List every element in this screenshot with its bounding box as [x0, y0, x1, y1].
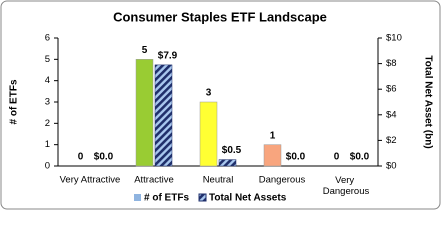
y-tick-label: 3	[45, 97, 50, 108]
bar	[135, 59, 154, 167]
y-tick-label: 5	[45, 54, 50, 65]
bar	[199, 101, 218, 167]
chart: Consumer Staples ETF Landscape # of ETFs…	[0, 0, 441, 210]
chart-title: Consumer Staples ETF Landscape	[113, 9, 327, 24]
x-tick-label: Attractive	[134, 175, 174, 186]
legend-swatch	[198, 193, 207, 202]
legend-swatch	[134, 194, 141, 201]
x-tick-label: Neutral	[203, 175, 234, 186]
value-label: $0.0	[350, 152, 370, 163]
value-label: 0	[334, 152, 340, 163]
y2-tick-label: $6	[386, 84, 397, 95]
legend-label: Total Net Assets	[209, 193, 287, 204]
y-axis-title: # of ETFs	[9, 79, 20, 124]
y2-tick-label: $10	[386, 33, 402, 44]
value-label: 3	[206, 88, 212, 99]
y-tick-label: 6	[45, 33, 50, 44]
value-label: 5	[142, 45, 148, 56]
y-tick-label: 4	[45, 75, 50, 86]
y-tick-label: 0	[45, 161, 50, 172]
y2-tick-label: $0	[386, 161, 397, 172]
y-tick-label: 2	[45, 118, 50, 129]
page: {"chart_data": {"type": "bar", "title": …	[0, 0, 441, 210]
bar	[263, 144, 282, 167]
value-label: $7.9	[158, 51, 178, 62]
value-label: $0.0	[94, 152, 114, 163]
bar	[154, 64, 173, 167]
value-label: 1	[270, 130, 276, 141]
bar	[218, 159, 237, 167]
chart-border	[0, 0, 441, 210]
y2-axis-title: Total Net Asset (bn)	[422, 55, 433, 148]
x-tick-label: Very Dangerous	[323, 175, 370, 197]
value-label: $0.0	[286, 152, 306, 163]
x-tick-label: Dangerous	[259, 175, 306, 186]
legend-label: # of ETFs	[144, 193, 189, 204]
y2-tick-label: $8	[386, 58, 397, 69]
value-label: 0	[78, 152, 84, 163]
y2-tick-label: $4	[386, 109, 397, 120]
x-tick-label: Very Attractive	[60, 175, 121, 186]
value-label: $0.5	[222, 145, 242, 156]
y2-tick-label: $2	[386, 135, 397, 146]
y-tick-label: 1	[45, 139, 50, 150]
